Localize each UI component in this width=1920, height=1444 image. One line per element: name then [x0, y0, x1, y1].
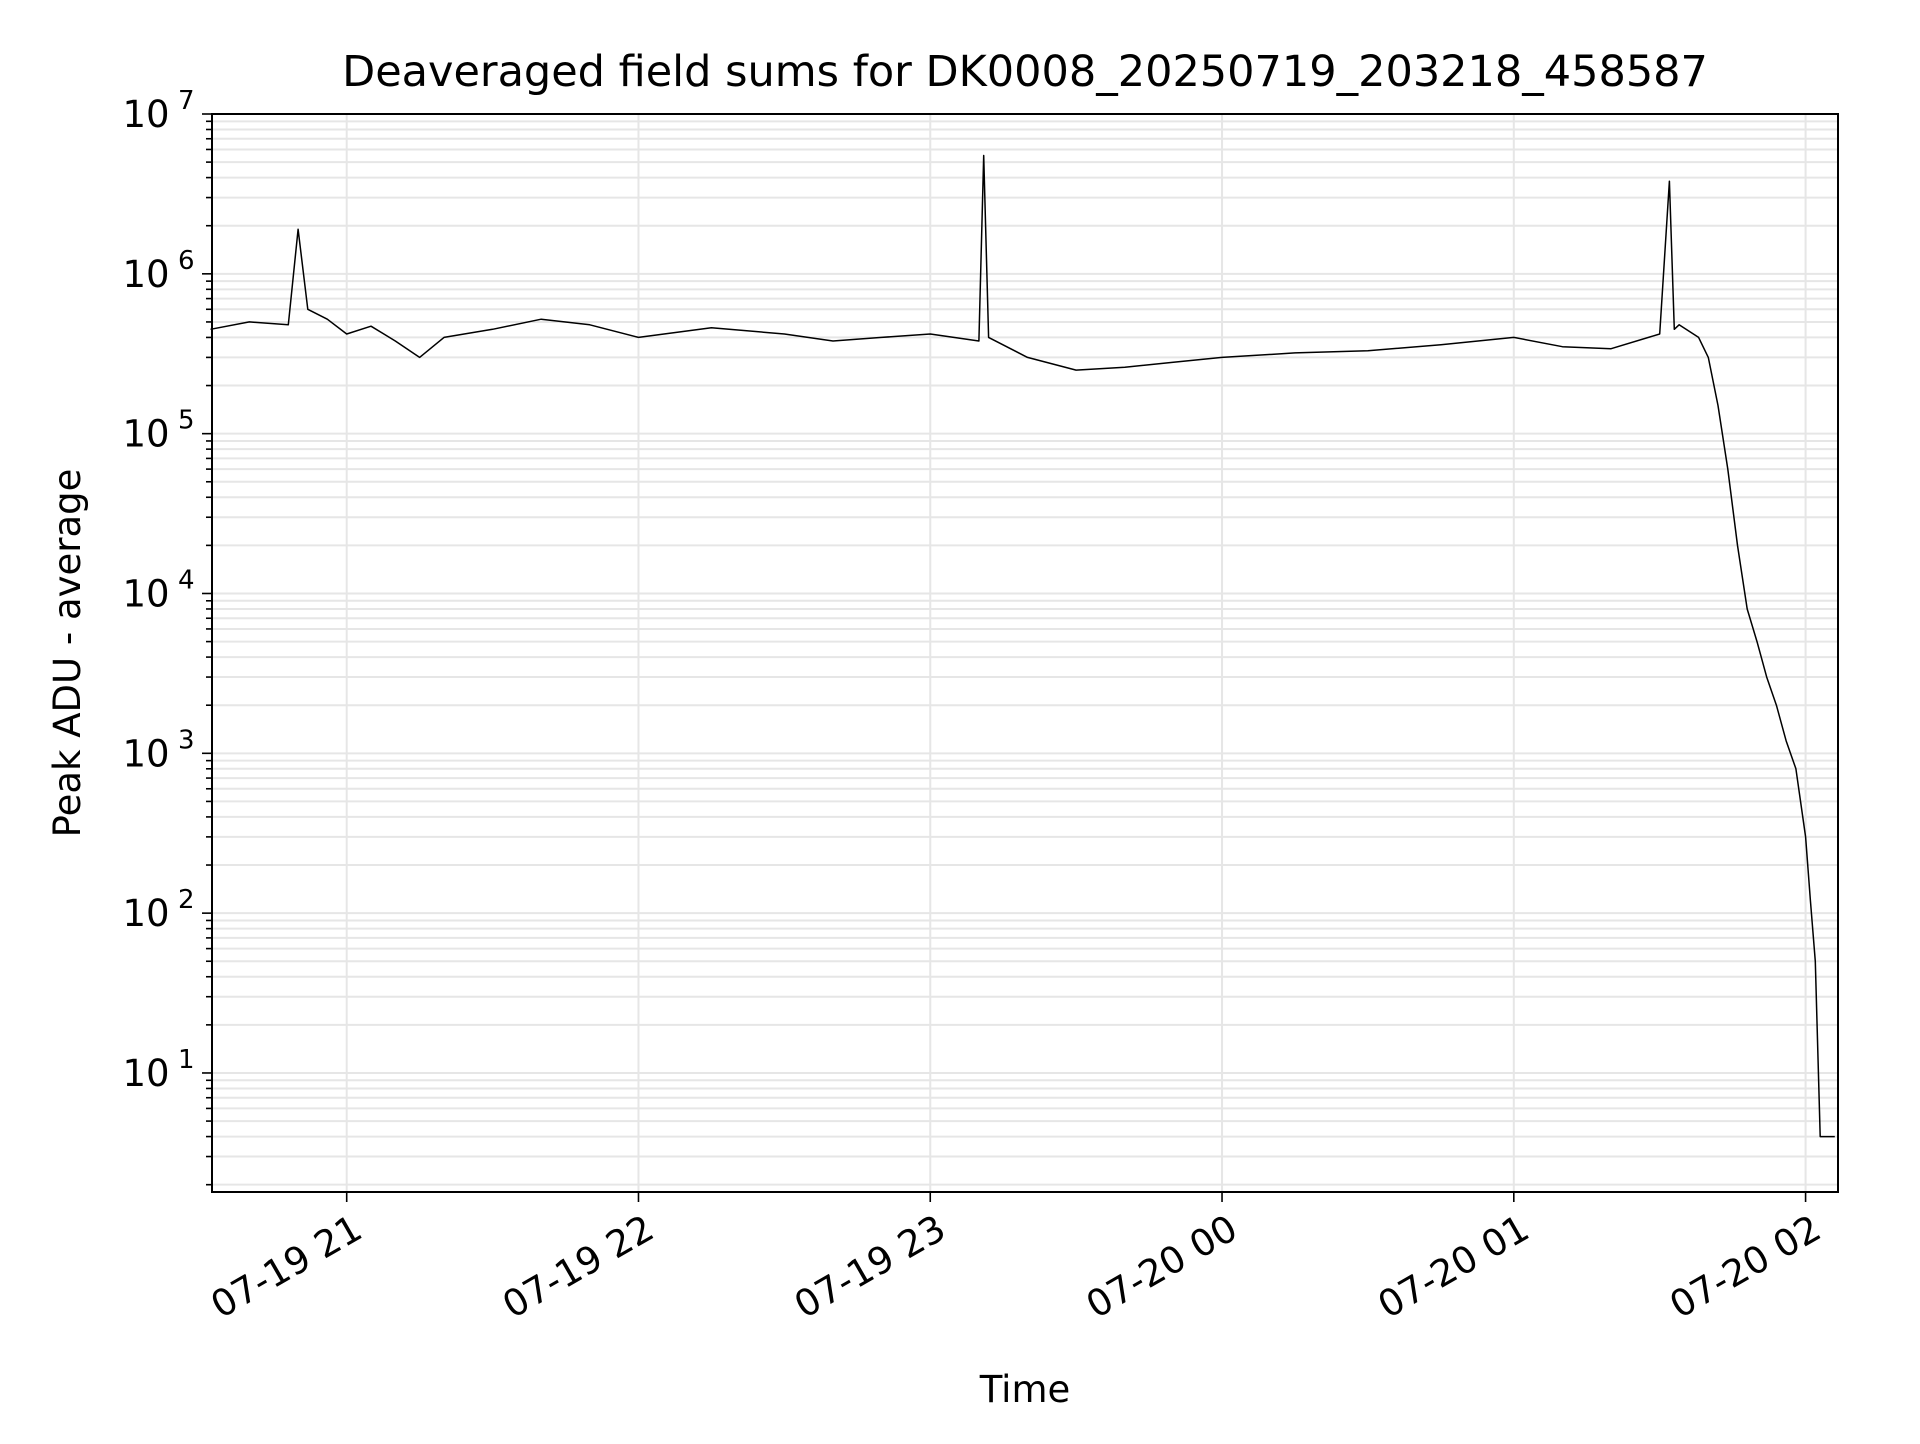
x-axis-label: Time: [979, 1368, 1071, 1411]
y-tick-label: 10: [122, 1052, 169, 1095]
y-axis-label: Peak ADU - average: [46, 469, 89, 838]
y-tick-label: 10: [122, 732, 169, 775]
y-tick-label: 10: [122, 253, 169, 296]
plot-frame: [211, 113, 1839, 1193]
y-tick-label-exponent: 2: [178, 885, 195, 915]
y-tick-label: 10: [122, 93, 169, 136]
y-tick-label-exponent: 3: [178, 725, 195, 755]
y-tick-label-exponent: 4: [178, 565, 195, 595]
y-tick-label: 10: [122, 413, 169, 456]
chart-title: Deaveraged field sums for DK0008_2025071…: [342, 47, 1708, 97]
grid-layer: [212, 113, 1838, 1192]
y-tick-label-exponent: 5: [178, 406, 195, 436]
series-layer: [210, 154, 1835, 1138]
y-tick-label-exponent: 6: [178, 246, 195, 276]
series-line: [210, 154, 1835, 1138]
y-tick-label: 10: [122, 892, 169, 935]
y-tick-label-exponent: 1: [178, 1045, 195, 1075]
y-tick-label-exponent: 7: [178, 86, 195, 116]
y-tick-label: 10: [122, 572, 169, 615]
